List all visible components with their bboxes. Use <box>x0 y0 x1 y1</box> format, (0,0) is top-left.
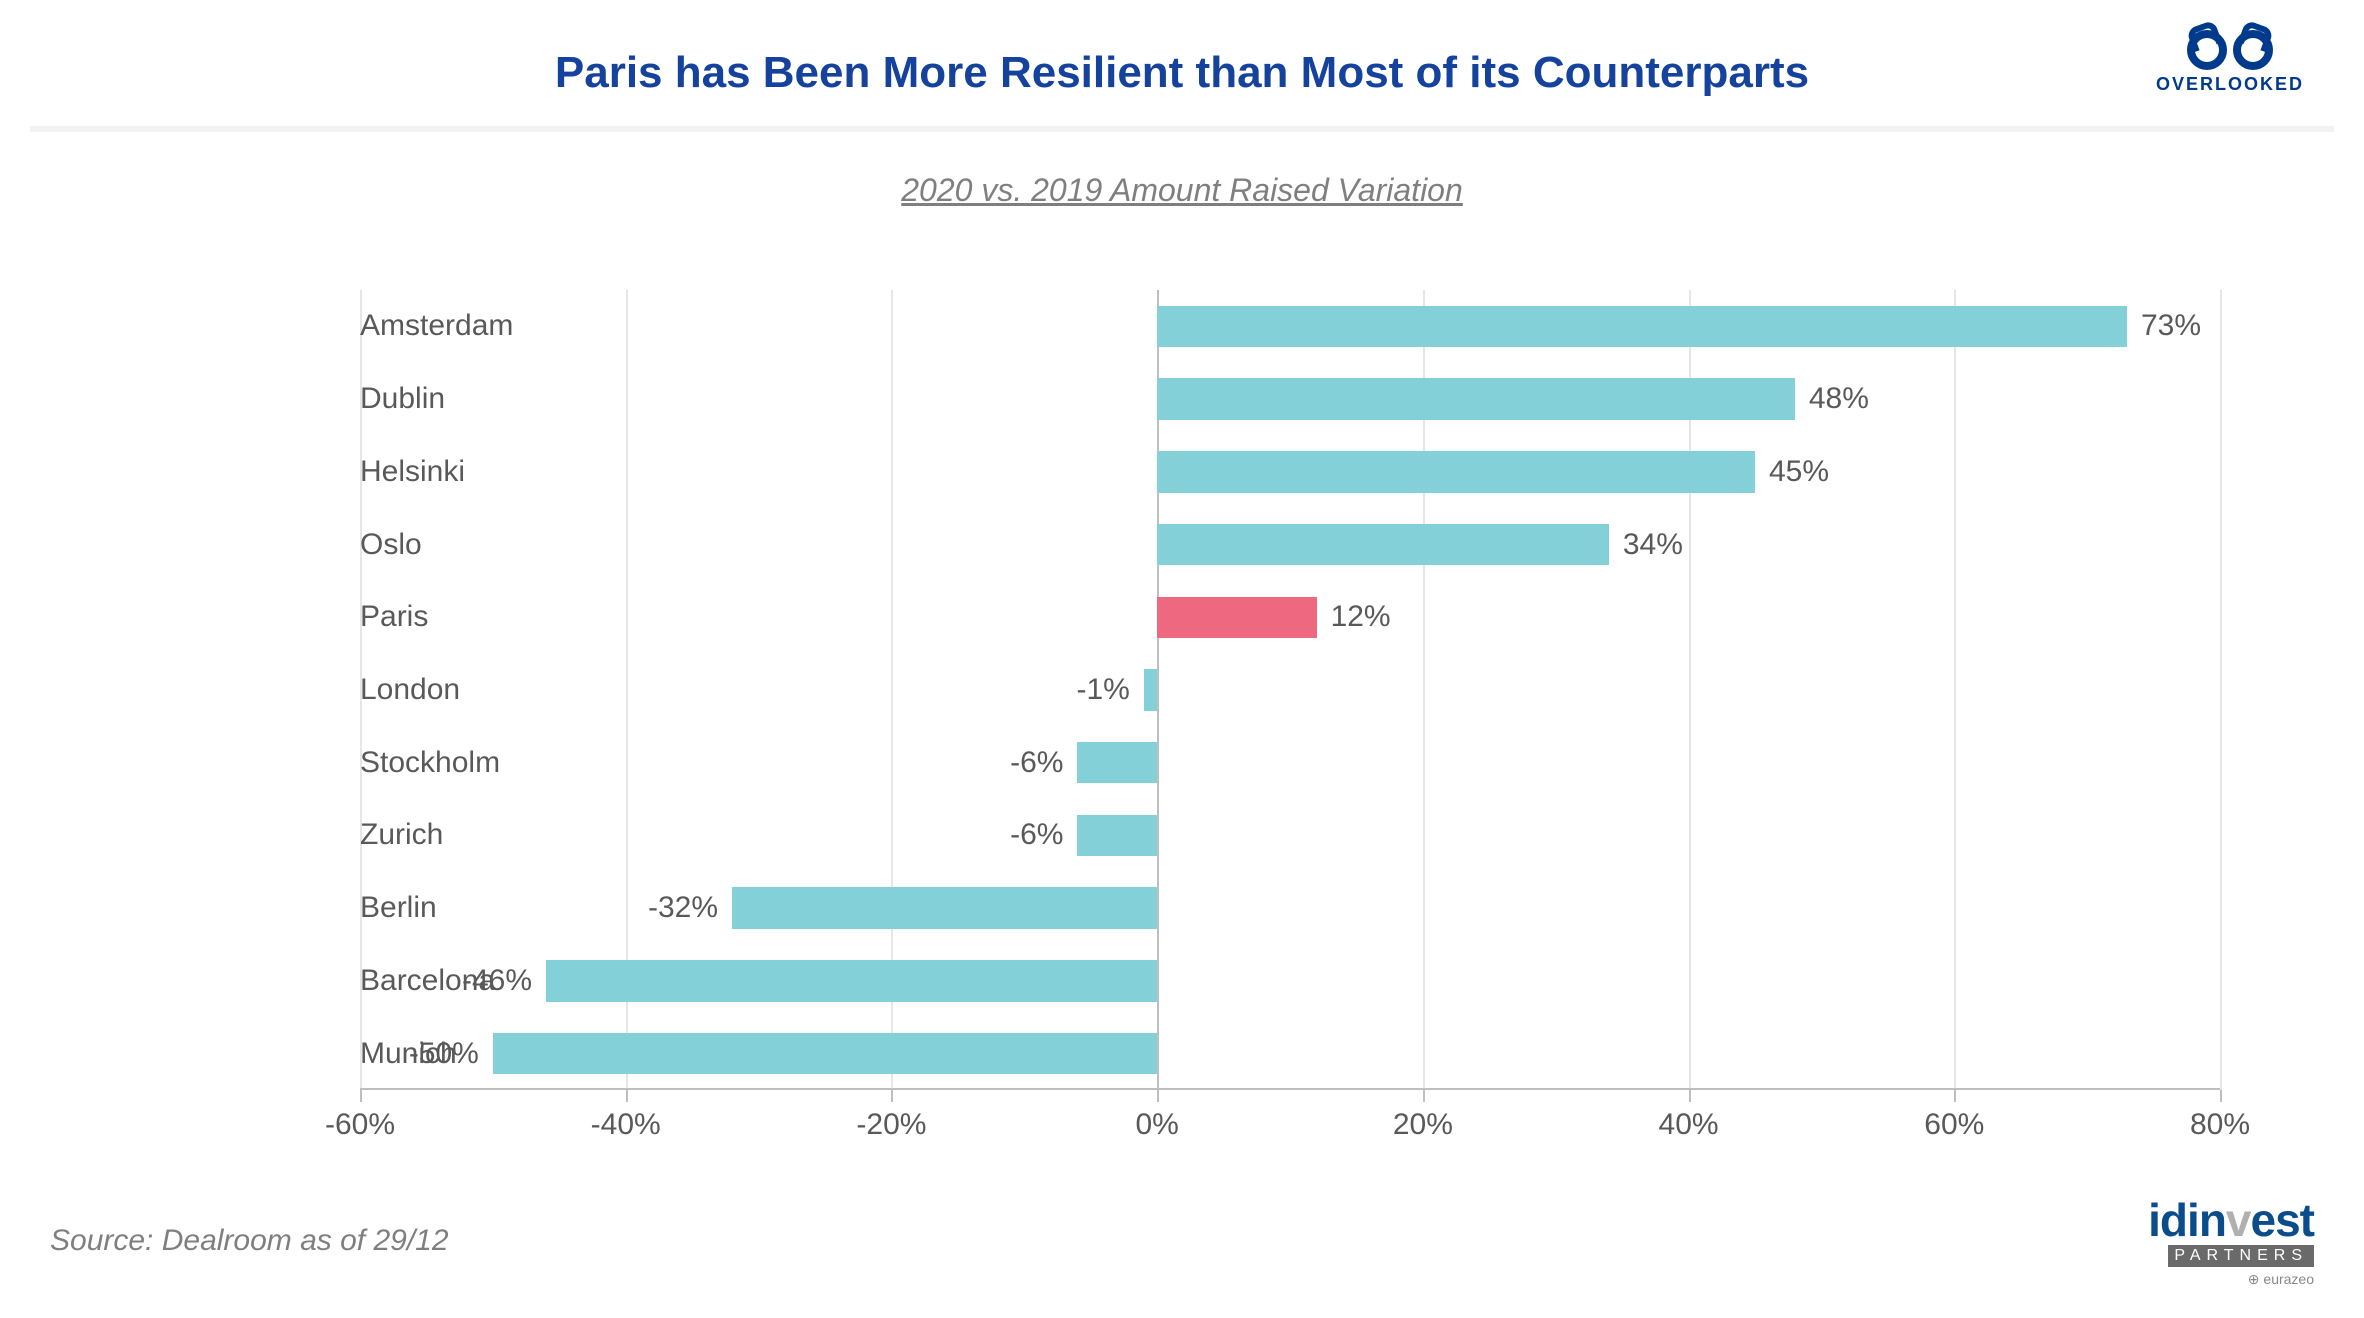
y-category-label: Oslo <box>360 528 378 562</box>
bar-value-label: 73% <box>2141 309 2201 343</box>
idinvest-logo-part: idin <box>2148 1194 2226 1246</box>
y-category-label: Helsinki <box>360 455 378 489</box>
bar-value-label: 45% <box>1769 455 1829 489</box>
page-title: Paris has Been More Resilient than Most … <box>0 0 2364 98</box>
variation-chart: -60% -40% -20% 0% 20% 40% 60% 80% Amsterdam 73% Du… <box>120 290 2270 1160</box>
y-category-label: Paris <box>360 600 378 634</box>
bar <box>1157 451 1755 492</box>
bar-value-label: -50% <box>409 1037 479 1071</box>
bar-highlight <box>1157 597 1316 638</box>
y-category-label: Berlin <box>360 891 378 925</box>
source-note: Source: Dealroom as of 29/12 <box>50 1224 449 1258</box>
bar <box>1077 742 1157 783</box>
y-category-label: Munich <box>360 1037 378 1071</box>
x-tick-label: 60% <box>1924 1090 1984 1142</box>
bar-value-label: 34% <box>1623 528 1683 562</box>
bar-value-label: -6% <box>1010 818 1063 852</box>
bar <box>732 887 1157 928</box>
bar-value-label: -1% <box>1077 673 1130 707</box>
bar-value-label: 12% <box>1331 600 1391 634</box>
idinvest-logo-part: v <box>2226 1194 2251 1246</box>
overlooked-logo: OVERLOOKED <box>2156 30 2304 95</box>
bar <box>1144 669 1157 710</box>
bar <box>546 960 1157 1001</box>
x-tick-label: 80% <box>2190 1090 2250 1142</box>
bar-value-label: -32% <box>648 891 718 925</box>
chart-plot-area: -60%-40%-20%0%20%40%60%80%Amsterdam73%Du… <box>360 290 2220 1090</box>
x-tick-label: 40% <box>1659 1090 1719 1142</box>
bar <box>1077 815 1157 856</box>
x-tick-label: -60% <box>325 1090 395 1142</box>
title-divider <box>30 126 2334 132</box>
idinvest-logo-partners: PARTNERS <box>2168 1245 2314 1267</box>
x-tick-label: 20% <box>1393 1090 1453 1142</box>
bar-value-label: -46% <box>462 964 532 998</box>
bar <box>493 1033 1157 1074</box>
y-category-label: Barcelona <box>360 964 378 998</box>
gridline <box>1954 290 1956 1090</box>
bar <box>1157 378 1795 419</box>
bar-value-label: 48% <box>1809 382 1869 416</box>
x-axis-line <box>360 1088 2220 1090</box>
y-category-label: Dublin <box>360 382 378 416</box>
gridline <box>2220 290 2222 1090</box>
x-tick-label: 0% <box>1135 1090 1178 1142</box>
x-tick-label: -20% <box>856 1090 926 1142</box>
idinvest-logo-main: idinvest <box>2148 1193 2314 1247</box>
x-tick-label: -40% <box>591 1090 661 1142</box>
y-category-label: Stockholm <box>360 746 378 780</box>
bar <box>1157 524 1609 565</box>
idinvest-logo-sub: ⊕ eurazeo <box>2148 1271 2314 1288</box>
bar <box>1157 306 2127 347</box>
bar-value-label: -6% <box>1010 746 1063 780</box>
y-category-label: Zurich <box>360 818 378 852</box>
idinvest-logo: idinvest PARTNERS ⊕ eurazeo <box>2148 1193 2314 1288</box>
overlooked-logo-text: OVERLOOKED <box>2156 74 2304 95</box>
chart-subtitle: 2020 vs. 2019 Amount Raised Variation <box>0 172 2364 209</box>
y-category-label: Amsterdam <box>360 309 378 343</box>
binoculars-icon <box>2156 30 2304 70</box>
idinvest-logo-part: est <box>2251 1194 2314 1246</box>
y-category-label: London <box>360 673 378 707</box>
